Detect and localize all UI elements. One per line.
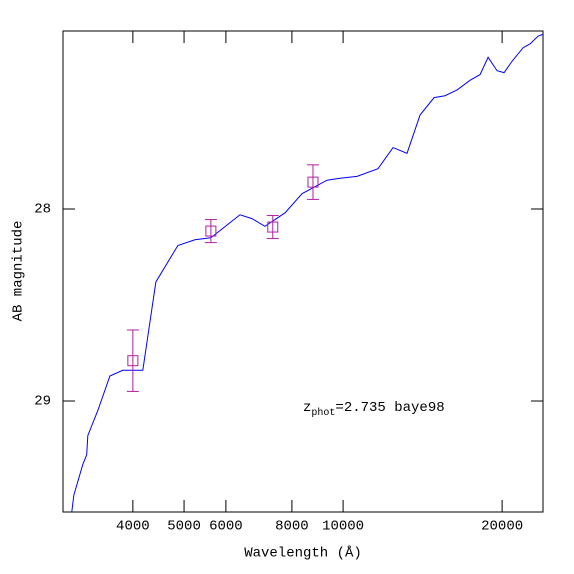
- y-tick-label: 29: [34, 394, 51, 410]
- x-tick-label: 8000: [275, 519, 309, 535]
- y-tick-label: 28: [34, 202, 51, 218]
- annotation: zphot=2.735 baye98: [303, 400, 445, 419]
- x-axis-label: Wavelength (Å): [244, 545, 362, 562]
- y-axis-label: AB magnitude: [11, 221, 27, 322]
- photometry-point: [205, 225, 217, 237]
- annotation-rest: =2.735 baye98: [335, 400, 444, 416]
- x-tick-label: 10000: [322, 519, 364, 535]
- x-tick-label: 6000: [209, 519, 243, 535]
- x-tick-label: 20000: [481, 519, 523, 535]
- photometry-point: [267, 221, 279, 233]
- annotation-text: z: [303, 400, 311, 416]
- photometry-point: [307, 176, 319, 188]
- annotation-subscript: phot: [311, 407, 335, 419]
- x-tick-label: 4000: [116, 519, 150, 535]
- plot-frame: [62, 30, 544, 513]
- x-tick-label: 5000: [167, 519, 201, 535]
- photometry-point: [127, 355, 139, 367]
- model-line: [71, 33, 544, 513]
